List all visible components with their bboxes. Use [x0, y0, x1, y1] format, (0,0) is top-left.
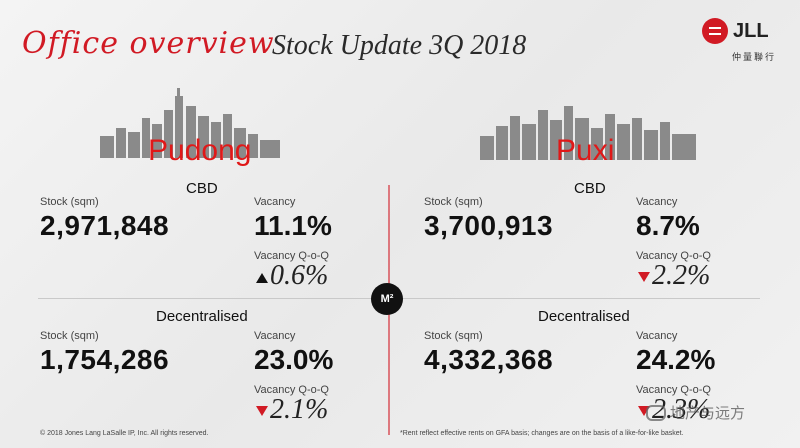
copyright-text: © 2018 Jones Lang LaSalle IP, Inc. All r…: [40, 430, 209, 437]
right-cbd-vacancy-value: 8.7%: [636, 210, 700, 241]
right-dec-vacancy-value: 24.2%: [636, 344, 716, 375]
left-cbd-vacancy-label: Vacancy: [254, 196, 296, 208]
watermark-text: 地产与远方: [670, 405, 746, 422]
page-title: Stock Update 3Q 2018: [272, 30, 527, 61]
watermark: 地产与远方: [646, 402, 745, 423]
right-dec-qoq-label: Vacancy Q-o-Q: [636, 384, 711, 396]
district-pudong: Pudong: [148, 134, 252, 167]
right-dec-vacancy-label: Vacancy: [636, 330, 678, 342]
right-dec-heading: Decentralised: [538, 308, 630, 325]
right-cbd-vacancy-label: Vacancy: [636, 196, 678, 208]
wechat-icon: [646, 404, 666, 421]
left-cbd-qoq-label: Vacancy Q-o-Q: [254, 250, 329, 262]
jll-logo-icon: [702, 18, 728, 44]
left-cbd-heading: CBD: [186, 180, 218, 197]
left-cbd-qoq-value: 0.6%: [270, 260, 329, 291]
right-cbd-stock-value: 3,700,913: [424, 210, 554, 241]
left-cbd-vacancy-value: 11.1%: [254, 210, 332, 241]
arrow-down-icon: [638, 406, 650, 416]
right-cbd-stock-label: Stock (sqm): [424, 196, 483, 208]
left-divider: [38, 298, 378, 299]
left-cbd-stock-value: 2,971,848: [40, 210, 170, 241]
pudong-skyline-icon: [100, 88, 280, 158]
right-cbd-qoq-label: Vacancy Q-o-Q: [636, 250, 711, 262]
left-cbd-stock-label: Stock (sqm): [40, 196, 99, 208]
left-dec-qoq-label: Vacancy Q-o-Q: [254, 384, 329, 396]
m2-badge-icon: M²: [371, 283, 403, 315]
left-dec-vacancy-label: Vacancy: [254, 330, 296, 342]
logo-cn-text: 仲量聯行: [732, 52, 777, 62]
left-dec-qoq-value: 2.1%: [270, 394, 329, 425]
right-divider: [400, 298, 760, 299]
right-cbd-heading: CBD: [574, 180, 606, 197]
left-dec-heading: Decentralised: [156, 308, 248, 325]
jll-logo: JLL 仲量聯行: [702, 18, 782, 70]
arrow-down-icon: [638, 272, 650, 282]
left-dec-stock-label: Stock (sqm): [40, 330, 99, 342]
logo-text: JLL: [733, 20, 769, 42]
right-dec-stock-value: 4,332,368: [424, 344, 554, 375]
script-title: Office overview: [22, 26, 275, 61]
footnote-text: *Rent reflect effective rents on GFA bas…: [400, 430, 684, 437]
left-dec-stock-value: 1,754,286: [40, 344, 170, 375]
right-dec-stock-label: Stock (sqm): [424, 330, 483, 342]
puxi-skyline-icon: [480, 106, 696, 160]
arrow-up-icon: [256, 273, 268, 283]
arrow-down-icon: [256, 406, 268, 416]
left-dec-vacancy-value: 23.0%: [254, 344, 334, 375]
right-cbd-qoq-value: 2.2%: [652, 260, 711, 291]
district-puxi: Puxi: [556, 134, 615, 167]
